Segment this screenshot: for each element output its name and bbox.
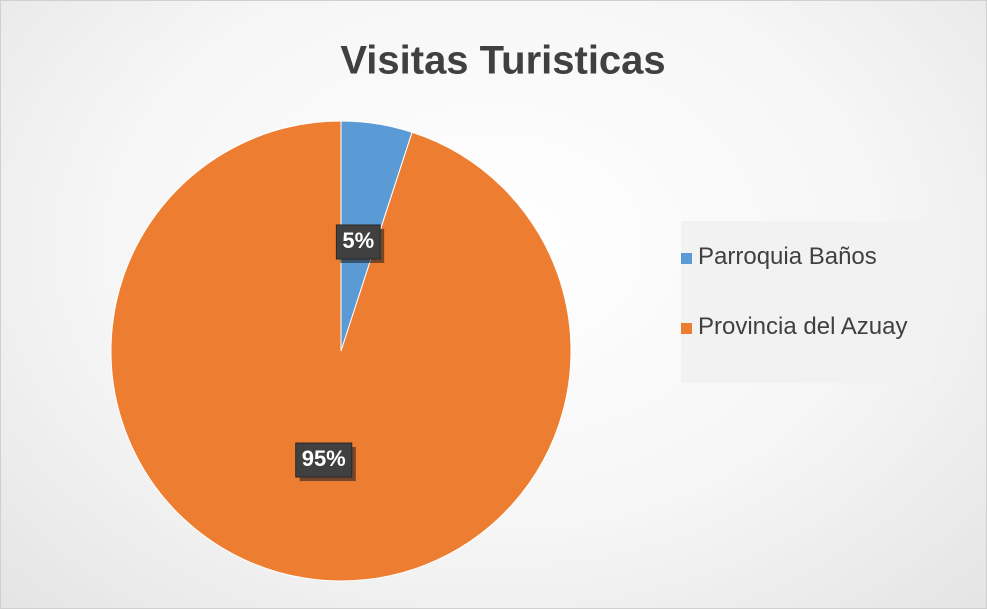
data-label-text: 95%	[302, 446, 346, 471]
legend-item: Parroquia Baños	[681, 241, 926, 273]
legend-swatch	[681, 253, 692, 264]
data-label-box	[335, 224, 381, 260]
pie-slice	[110, 120, 572, 582]
legend-item: Provincia del Azuay	[681, 311, 926, 343]
data-label: 95%	[295, 442, 356, 482]
legend: Parroquia Baños Provincia del Azuay	[681, 221, 933, 383]
data-label-box	[295, 442, 353, 478]
legend-swatch	[681, 323, 692, 334]
legend-label: Parroquia Baños	[698, 243, 877, 270]
data-label: 5%	[335, 224, 385, 263]
legend-label: Provincia del Azuay	[698, 313, 908, 340]
chart-title: Visitas Turisticas	[340, 39, 665, 83]
data-label-text: 5%	[342, 228, 374, 253]
